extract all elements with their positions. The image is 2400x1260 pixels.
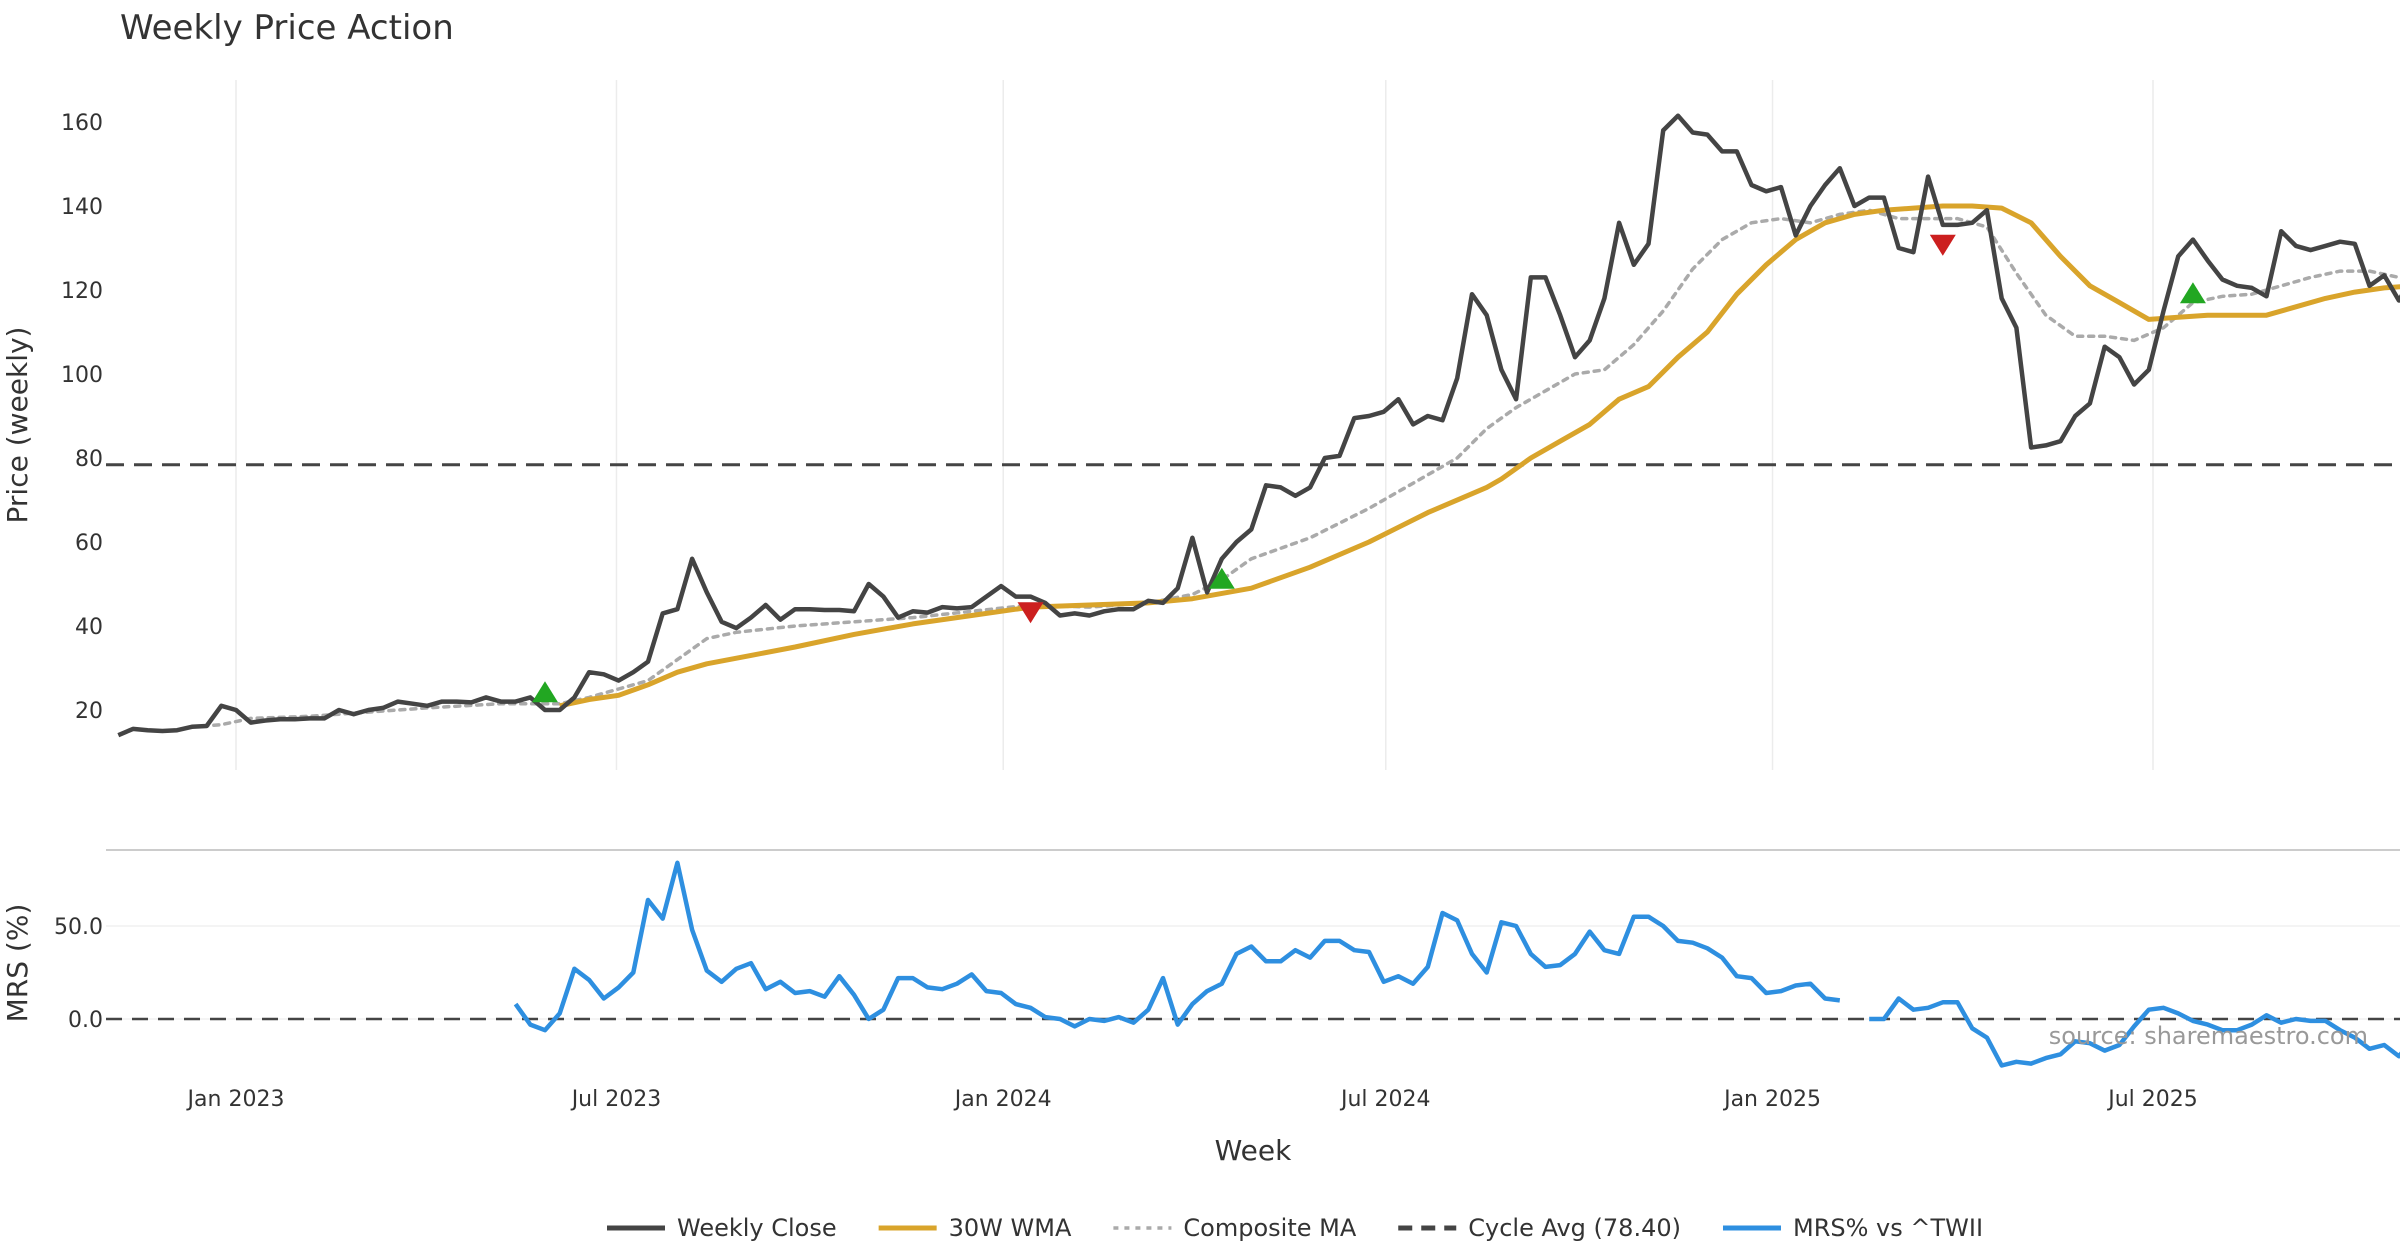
price-y-tick-label: 80	[75, 447, 103, 472]
price-y-tick-label: 60	[75, 531, 103, 556]
legend-label: 30W WMA	[949, 1214, 1072, 1242]
x-tick-label: Jan 2023	[186, 1087, 285, 1112]
x-axis-label: Week	[1215, 1134, 1292, 1167]
buy-signal-marker	[2179, 282, 2206, 304]
price-y-tick-label: 160	[61, 111, 103, 136]
mrs-series	[513, 860, 2400, 1068]
composite-ma-line	[190, 208, 2400, 729]
x-tick-label: Jul 2023	[570, 1087, 662, 1112]
mrs-y-ticks: 0.0 50.0	[54, 915, 103, 1033]
mrs-y-tick-label: 50.0	[54, 915, 103, 940]
sell-signal-marker	[1929, 234, 1956, 256]
weekly-close-line	[117, 113, 2400, 738]
price-gridlines	[235, 80, 2154, 770]
buy-signal-marker	[1208, 567, 1235, 589]
x-tick-label: Jul 2025	[2106, 1087, 2198, 1112]
mrs-line-segment	[513, 860, 1841, 1033]
mrs-gridlines	[106, 925, 2400, 1020]
legend-label: MRS% vs ^TWII	[1793, 1214, 1983, 1242]
sell-signal-marker	[1017, 602, 1044, 624]
price-y-axis-label: Price (weekly)	[1, 327, 34, 524]
x-tick-label: Jan 2024	[953, 1087, 1052, 1112]
source-note: source: sharemaestro.com	[2049, 1022, 2368, 1050]
mrs-panel: 0.0 50.0	[54, 860, 2400, 1068]
wma-30w-line	[559, 203, 2400, 709]
x-tick-label: Jul 2024	[1339, 1087, 1431, 1112]
price-panel: 20 40 60 80 100 120 140 160	[61, 80, 2400, 770]
signal-markers	[531, 234, 2206, 703]
legend-label: Cycle Avg (78.40)	[1468, 1214, 1681, 1242]
buy-signal-marker	[531, 681, 558, 703]
price-y-tick-label: 140	[61, 195, 103, 220]
price-y-tick-label: 120	[61, 279, 103, 304]
mrs-line-segment	[1869, 996, 2400, 1068]
price-series	[117, 113, 2400, 738]
x-tick-label: Jan 2025	[1722, 1087, 1821, 1112]
price-y-ticks: 20 40 60 80 100 120 140 160	[61, 111, 103, 724]
legend-label: Weekly Close	[677, 1214, 837, 1242]
legend: Weekly Close 30W WMA Composite MA Cycle Avg…	[607, 1214, 1983, 1242]
x-axis-ticks: Jan 2023 Jul 2023 Jan 2024 Jul 2024 Jan 2025…	[186, 1087, 2198, 1112]
price-y-tick-label: 100	[61, 363, 103, 388]
mrs-y-tick-label: 0.0	[68, 1008, 103, 1033]
mrs-y-axis-label: MRS (%)	[1, 904, 34, 1023]
legend-label: Composite MA	[1183, 1214, 1356, 1242]
chart-title: Weekly Price Action	[120, 8, 454, 48]
price-y-tick-label: 40	[75, 615, 103, 640]
price-y-tick-label: 20	[75, 699, 103, 724]
